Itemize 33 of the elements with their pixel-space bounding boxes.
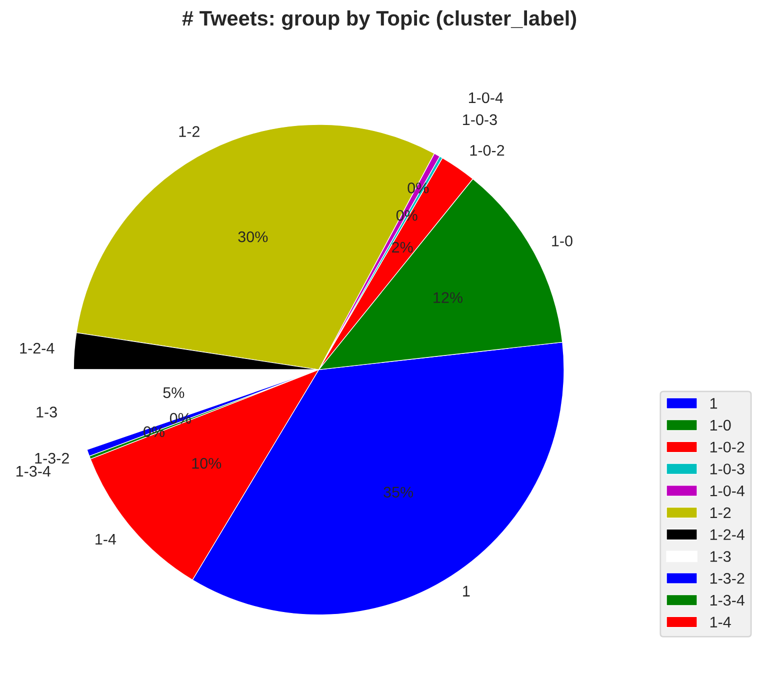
slice-label: 1 [463,586,470,596]
chart-title: # Tweets: group by Topic (cluster_label) [182,10,576,30]
legend-label: 1-4 [710,616,731,628]
slice-label: 1-3-2 [35,452,69,464]
legend-label: 1-0 [710,420,731,431]
data-label: 0% [396,210,418,221]
slice-label: 1-0-2 [470,144,504,156]
data-label: 12% [434,292,463,303]
data-label: 10% [192,458,222,469]
data-label: 35% [384,486,414,498]
slice-label: 1-0-3 [463,114,497,126]
legend-label: 1 [710,398,718,409]
slice-label: 1-2-4 [20,342,54,354]
slice-label: 1-3-4 [16,466,51,477]
data-label: 2% [392,242,413,253]
legend-label: 1-0-4 [710,485,745,496]
category-label: 1-0-4 [468,92,504,104]
data-label: 30% [238,231,268,242]
data-label: 0% [408,182,429,194]
legend-label: 1-2 [710,507,731,518]
legend-label: 1-3 [710,551,731,562]
data-label: 5% [163,387,184,398]
legend-label: 1-3-2 [710,572,744,584]
slice-label: 1-4 [96,534,116,545]
data-label: 0% [144,426,164,438]
legend-label: 1-0-2 [710,442,744,453]
slice-label: 1-3 [36,406,57,418]
legend-label: 1-0-3 [710,464,744,474]
legend-label: 1-2-4 [710,529,745,540]
slice-label: 1-0 [552,236,572,246]
data-label: 0% [170,412,191,424]
slice-label: 1-2 [179,126,200,137]
legend-label: 1-3-4 [710,594,745,606]
